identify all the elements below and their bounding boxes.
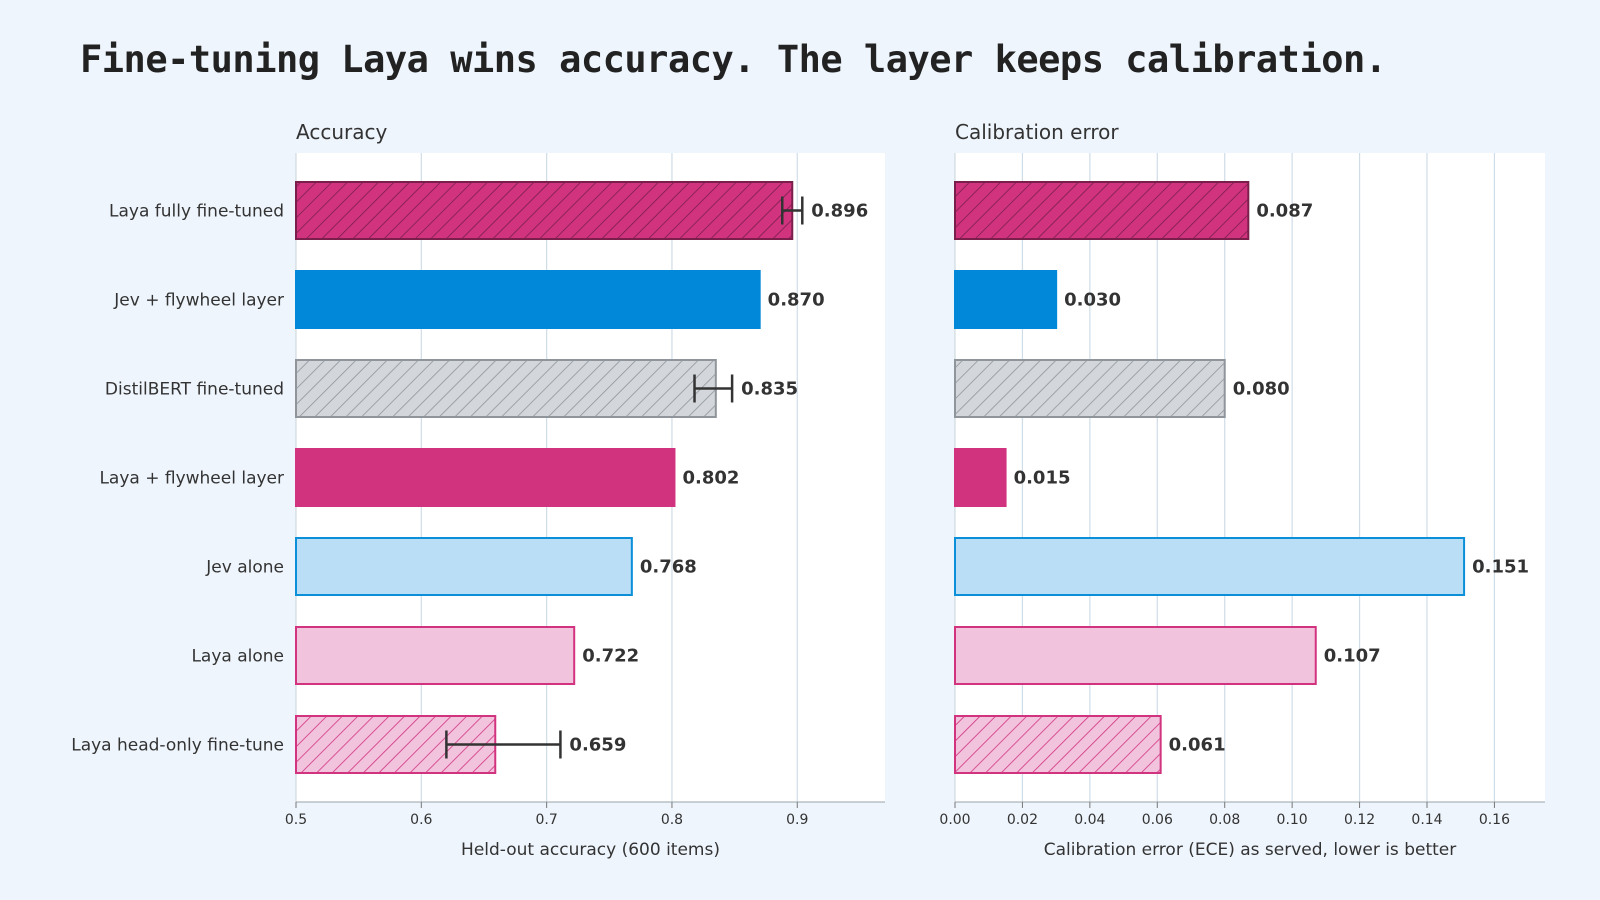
- data-label: 0.659: [569, 735, 626, 756]
- chart-title: Fine-tuning Laya wins accuracy. The laye…: [80, 38, 1387, 81]
- category-label: Laya alone: [191, 647, 284, 667]
- bar: [954, 270, 1058, 329]
- category-label: Laya fully fine-tuned: [109, 202, 284, 222]
- bar: [295, 448, 676, 507]
- x-tick-label: 0.14: [1411, 812, 1442, 828]
- category-label: DistilBERT fine-tuned: [105, 380, 284, 400]
- data-label: 0.107: [1324, 646, 1381, 667]
- data-label: 0.768: [640, 557, 697, 578]
- x-tick-label: 0.7: [536, 812, 558, 828]
- data-label: 0.896: [811, 201, 868, 222]
- bar: [954, 448, 1007, 507]
- bar: [954, 715, 1162, 774]
- bar: [295, 626, 576, 685]
- category-label: Jev alone: [205, 558, 284, 578]
- bar: [954, 537, 1466, 596]
- panel-title: Accuracy: [296, 120, 387, 144]
- x-tick-label: 0.6: [410, 812, 432, 828]
- bar: [954, 626, 1317, 685]
- x-tick-label: 0.9: [786, 812, 808, 828]
- x-tick-label: 0.00: [939, 812, 970, 828]
- category-label: Laya head-only fine-tune: [71, 736, 284, 756]
- bar: [295, 359, 717, 418]
- bar: [954, 359, 1226, 418]
- data-label: 0.151: [1472, 557, 1529, 578]
- x-tick-label: 0.04: [1074, 812, 1105, 828]
- x-tick-label: 0.10: [1277, 812, 1308, 828]
- x-tick-label: 0.16: [1479, 812, 1510, 828]
- plot-background: [955, 153, 1545, 802]
- category-label: Jev + flywheel layer: [113, 291, 284, 311]
- x-tick-label: 0.12: [1344, 812, 1375, 828]
- x-tick-label: 0.8: [661, 812, 683, 828]
- panel-title: Calibration error: [955, 120, 1119, 144]
- x-tick-label: 0.5: [285, 812, 307, 828]
- data-label: 0.722: [582, 646, 639, 667]
- data-label: 0.015: [1014, 468, 1071, 489]
- data-label: 0.870: [768, 290, 825, 311]
- x-tick-label: 0.08: [1209, 812, 1240, 828]
- data-label: 0.802: [682, 468, 739, 489]
- x-tick-label: 0.02: [1007, 812, 1038, 828]
- bar: [295, 270, 761, 329]
- data-label: 0.030: [1064, 290, 1121, 311]
- bar: [295, 537, 633, 596]
- x-axis-label: Calibration error (ECE) as served, lower…: [1044, 840, 1456, 860]
- x-tick-label: 0.06: [1142, 812, 1173, 828]
- panel-accuracy: 0.5 0.6 0.7 0.8 0.9 Accuracy Held-out accuracy…: [285, 120, 885, 860]
- data-label: 0.080: [1233, 379, 1290, 400]
- bar: [954, 181, 1250, 240]
- data-label: 0.835: [741, 379, 798, 400]
- category-label: Laya + flywheel layer: [99, 469, 284, 489]
- data-label: 0.087: [1256, 201, 1313, 222]
- bar: [295, 181, 794, 240]
- panel-calibration: 0.00 0.02 0.04 0.06 0.08 0.10 0.12 0.14 0.16 Cali…: [939, 120, 1545, 860]
- x-axis-label: Held-out accuracy (600 items): [461, 840, 720, 860]
- data-label: 0.061: [1169, 735, 1226, 756]
